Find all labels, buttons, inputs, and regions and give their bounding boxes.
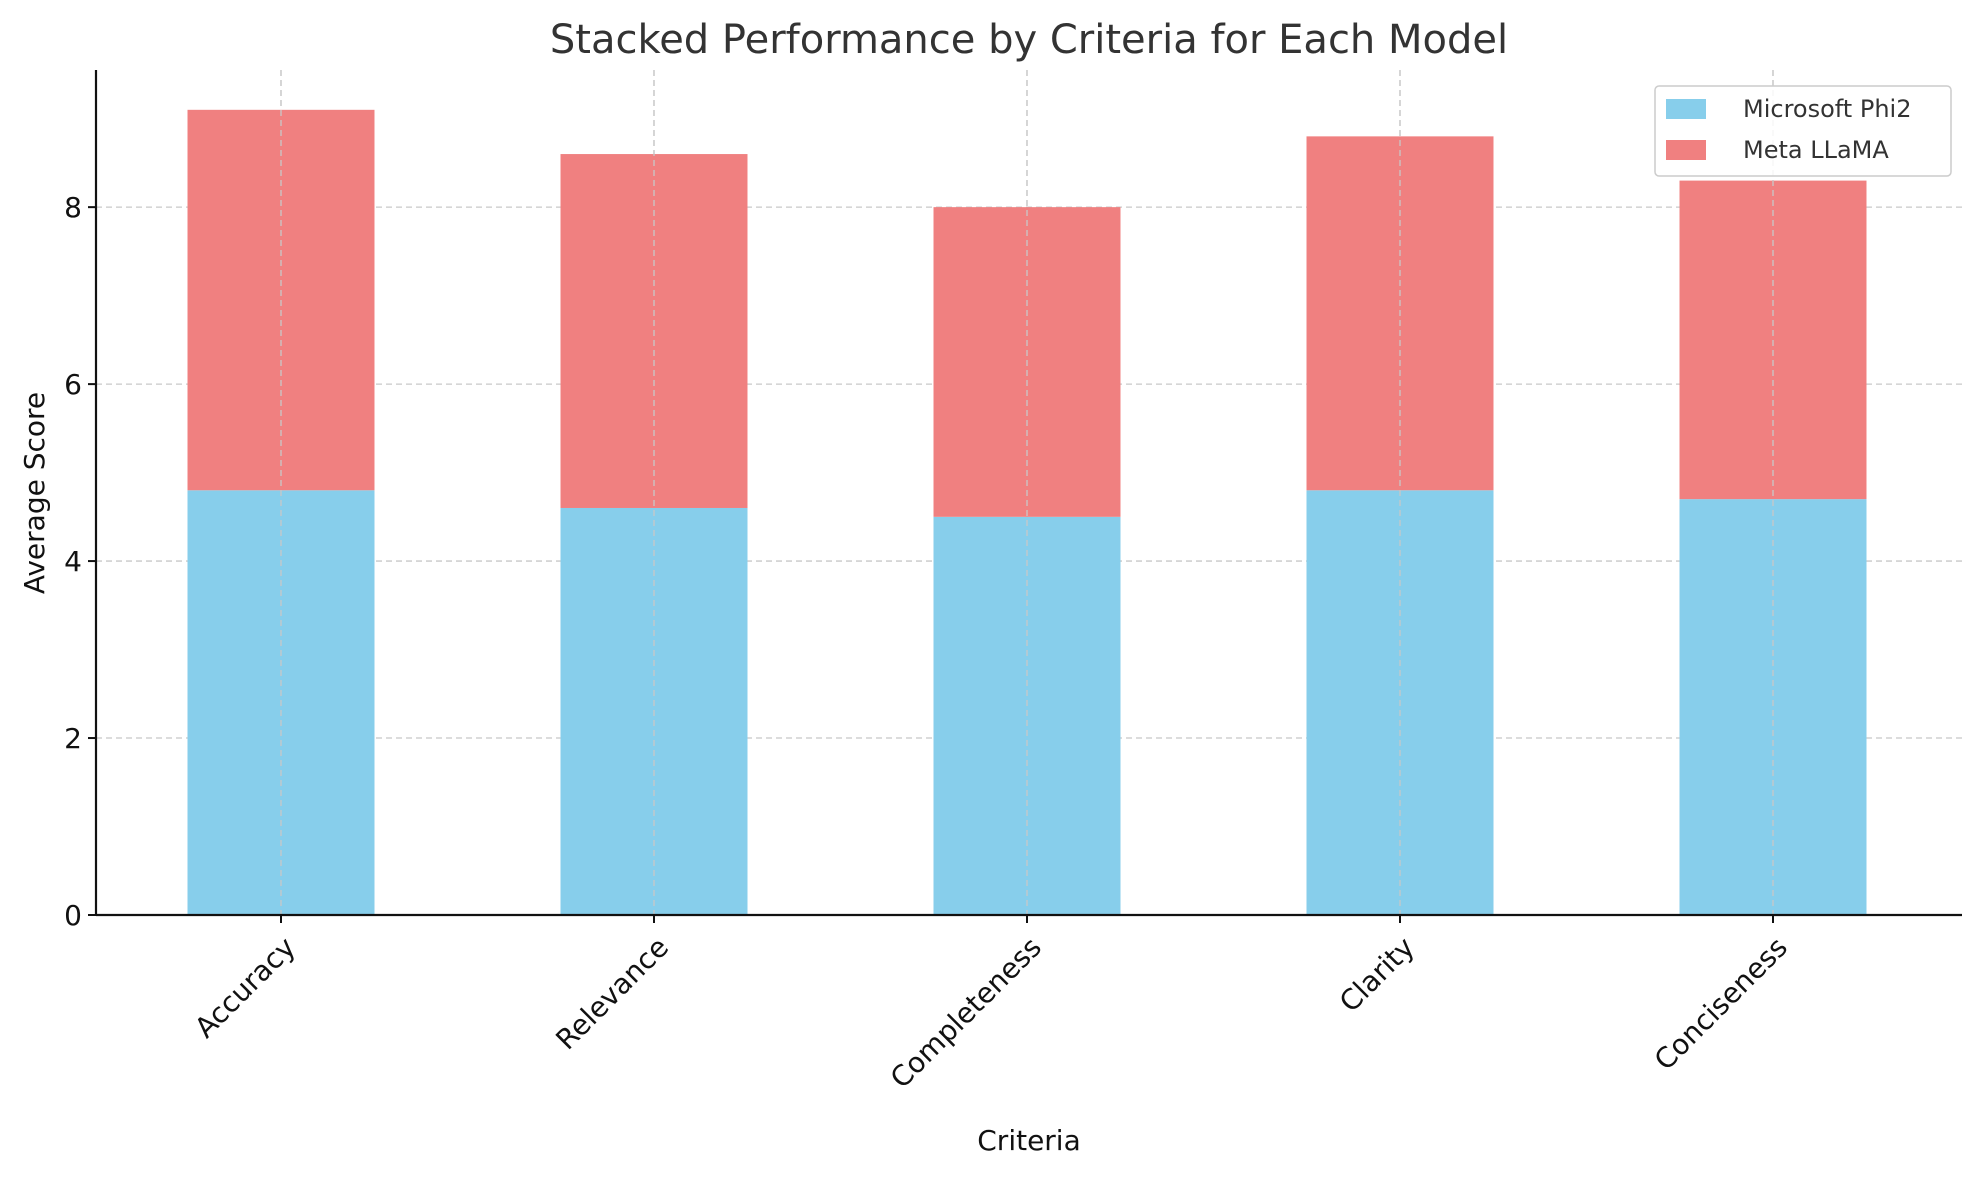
chart-title: Stacked Performance by Criteria for Each…: [550, 17, 1508, 63]
x-tick-label: Relevance: [549, 931, 675, 1057]
y-tick-label: 4: [64, 545, 82, 578]
legend-swatch-meta-llama: [1666, 140, 1706, 160]
x-tick-label: Conciseness: [1648, 931, 1794, 1077]
legend-swatch-microsoft-phi2: [1666, 99, 1706, 119]
axes: [94, 70, 1962, 917]
legend: Microsoft Phi2 Meta LLaMA: [1654, 85, 1952, 177]
legend-box: [1654, 85, 1952, 177]
y-tick-label: 8: [64, 191, 82, 224]
y-tick-label: 6: [64, 368, 82, 401]
y-tick-label: 2: [64, 722, 82, 755]
y-tick-label: 0: [64, 899, 82, 932]
x-tick-label: Accuracy: [188, 931, 302, 1045]
legend-label-meta-llama: Meta LLaMA: [1743, 136, 1889, 164]
y-axis-label: Average Score: [18, 392, 51, 594]
legend-label-microsoft-phi2: Microsoft Phi2: [1743, 95, 1911, 123]
x-axis-label: Criteria: [977, 1124, 1081, 1157]
x-tick-label: Clarity: [1333, 931, 1421, 1019]
x-tick-label: Completeness: [884, 931, 1048, 1095]
bars: [187, 70, 1867, 915]
